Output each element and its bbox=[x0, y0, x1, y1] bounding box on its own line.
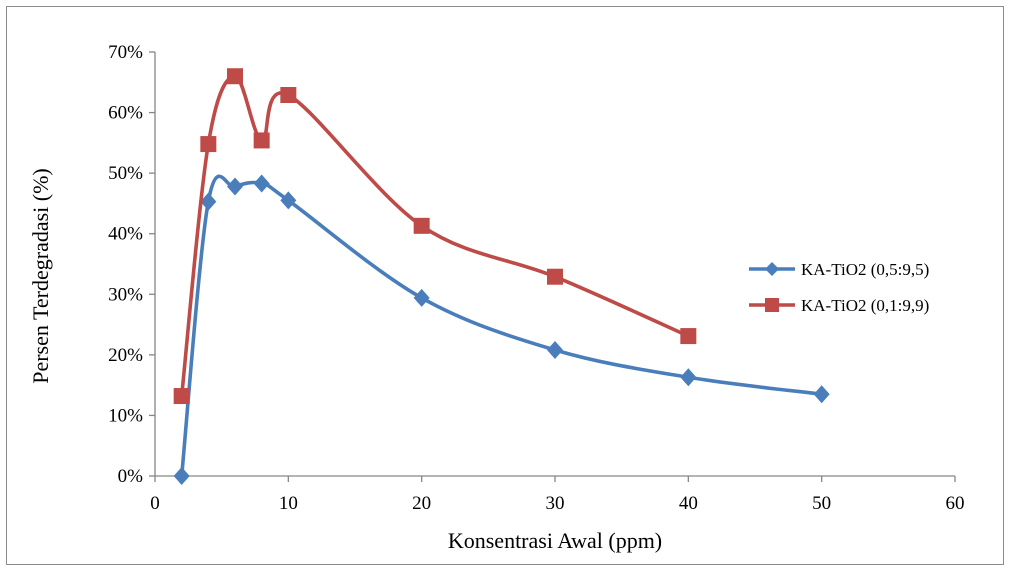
chart-frame bbox=[6, 6, 1004, 565]
y-tick-label: 70% bbox=[108, 42, 143, 63]
data-point bbox=[813, 385, 830, 404]
data-point bbox=[680, 368, 697, 387]
axes: 0% 10% 20% 30% 40% 50% 60% 70% 0 10 20 30 40 50 60 bbox=[108, 42, 964, 514]
series-layer bbox=[173, 68, 830, 485]
x-tick-label: 30 bbox=[546, 493, 565, 514]
y-tick-label: 20% bbox=[108, 345, 143, 366]
data-point bbox=[227, 177, 243, 196]
legend-item-1: KA-TiO2 (0,5:9,5) bbox=[749, 260, 929, 279]
data-point bbox=[200, 192, 217, 211]
series-1 bbox=[173, 174, 830, 485]
data-point bbox=[253, 174, 270, 193]
data-point bbox=[413, 217, 430, 234]
series-line bbox=[179, 174, 822, 477]
x-tick-label: 40 bbox=[679, 493, 698, 514]
x-tick-label: 0 bbox=[150, 493, 160, 514]
legend-label: KA-TiO2 (0,1:9,9) bbox=[801, 296, 929, 315]
data-point bbox=[680, 328, 697, 345]
data-point bbox=[547, 268, 563, 285]
y-tick-label: 50% bbox=[108, 163, 143, 184]
legend-label: KA-TiO2 (0,5:9,5) bbox=[801, 260, 929, 279]
series-line bbox=[179, 74, 690, 397]
x-tick-label: 10 bbox=[279, 493, 298, 514]
series-2 bbox=[173, 68, 697, 405]
data-point bbox=[547, 341, 563, 360]
y-axis-title: Persen Terdegradasi (%) bbox=[28, 168, 53, 384]
data-point bbox=[227, 68, 243, 85]
y-tick-label: 40% bbox=[108, 224, 143, 245]
legend-marker bbox=[765, 298, 779, 312]
data-point bbox=[413, 288, 430, 307]
data-point bbox=[173, 467, 190, 485]
y-tick-label: 0% bbox=[118, 466, 144, 487]
data-point bbox=[280, 191, 297, 210]
data-point bbox=[253, 132, 270, 149]
legend: KA-TiO2 (0,5:9,5) KA-TiO2 (0,1:9,9) bbox=[749, 260, 929, 315]
y-tick-label: 30% bbox=[108, 284, 143, 305]
x-tick-label: 20 bbox=[412, 493, 431, 514]
legend-marker bbox=[765, 262, 779, 276]
data-point bbox=[280, 87, 297, 104]
x-tick-label: 60 bbox=[946, 493, 965, 514]
x-axis-title: Konsentrasi Awal (ppm) bbox=[448, 528, 662, 553]
data-point bbox=[200, 136, 217, 153]
x-tick-label: 50 bbox=[812, 493, 831, 514]
data-point bbox=[173, 388, 190, 405]
y-tick-label: 60% bbox=[108, 103, 143, 124]
y-tick-label: 10% bbox=[108, 405, 143, 426]
legend-item-2: KA-TiO2 (0,1:9,9) bbox=[749, 296, 929, 315]
